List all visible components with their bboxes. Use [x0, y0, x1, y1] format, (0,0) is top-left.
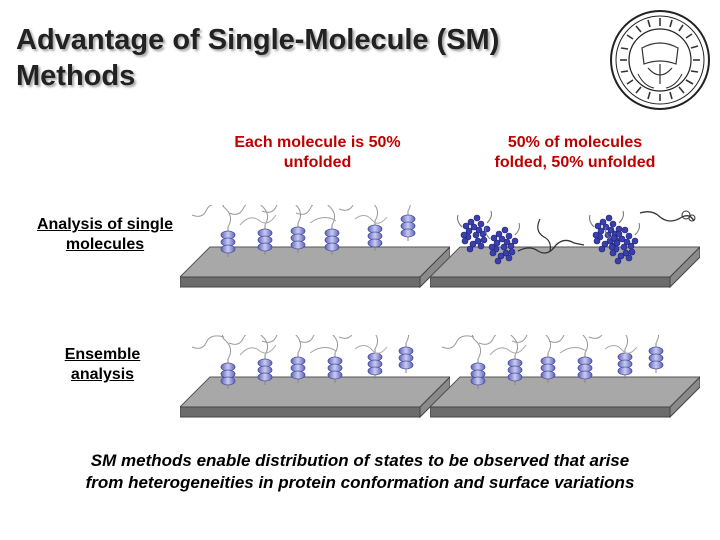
column-header-left-line-2: unfolded — [283, 154, 352, 171]
title-line-1: Advantage of Single-Molecule (SM) — [16, 24, 500, 56]
row-label-single-molecules: Analysis of single molecules — [20, 215, 190, 255]
row-label-bottom-line-1: Ensemble — [64, 346, 141, 363]
row-label-bottom-line-2: analysis — [70, 366, 135, 383]
caption-line-2: from heterogeneities in protein conforma… — [85, 473, 635, 492]
slide-title: Advantage of Single-Molecule (SM) Method… — [16, 22, 499, 94]
column-header-left-line-1: Each molecule is 50% — [234, 134, 401, 151]
slide-caption: SM methods enable distribution of states… — [20, 450, 700, 494]
protein-cluster — [192, 205, 415, 257]
caption-line-1: SM methods enable distribution of states… — [90, 451, 630, 470]
title-line-2: Methods — [16, 60, 136, 92]
protein-cluster — [192, 335, 413, 389]
protein-cluster — [457, 210, 696, 265]
row-label-top-line-2: molecules — [65, 236, 145, 253]
column-header-right-line-1: 50% of molecules — [507, 134, 643, 151]
panel-single-mixed — [430, 210, 700, 288]
row-label-ensemble: Ensemble analysis — [30, 345, 175, 385]
column-header-single-state: Each molecule is 50% unfolded — [205, 133, 430, 173]
panel-ensemble-right — [430, 335, 700, 418]
panel-single-unfolded — [180, 205, 450, 288]
column-header-mixed-state: 50% of molecules folded, 50% unfolded — [465, 133, 685, 173]
panel-ensemble-left — [180, 335, 450, 418]
protein-cluster — [442, 335, 663, 389]
row-label-top-line-1: Analysis of single — [36, 216, 174, 233]
university-seal-icon — [610, 10, 710, 110]
column-header-right-line-2: folded, 50% unfolded — [494, 154, 656, 171]
